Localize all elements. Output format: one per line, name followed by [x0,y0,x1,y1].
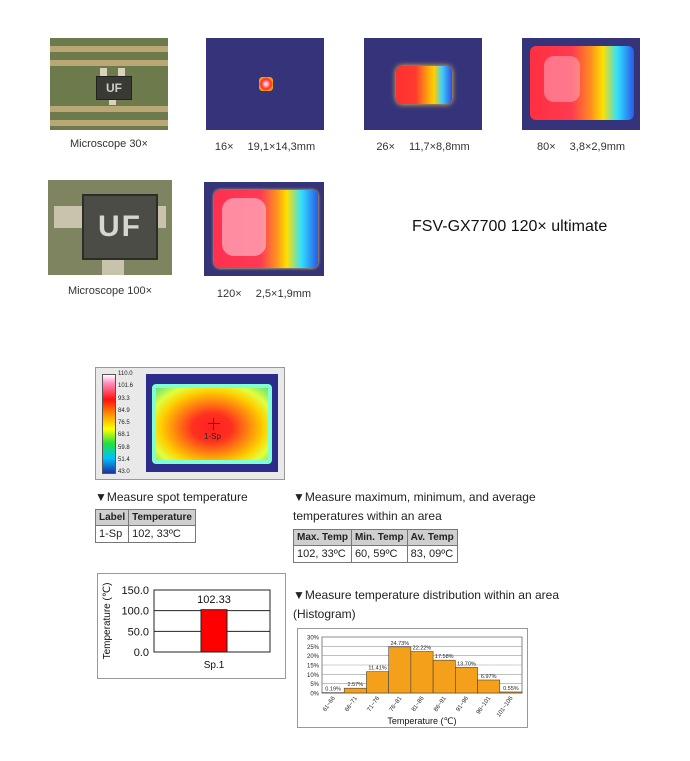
histogram-chart: 30% 25% 20% 15% 10% 5% 0% 0.19% 61~66 2.57% 66~71 1… [297,628,528,728]
hist-xtick-label: 101~106 [496,695,515,718]
thermal-spot-image: 1-Sp [146,374,278,472]
area-section-title-1: ▼Measure maximum, minimum, and average [293,490,536,504]
hist-xtick-label: 96~101 [476,695,493,716]
hist-bar [343,687,367,694]
area-cell-avg: 83, 09ºC [406,545,458,563]
chip-marking-large: UF [82,194,158,260]
area-cell-min: 60, 59ºC [350,545,408,563]
hist-ytick-label: 30% [307,636,320,642]
hist-ytick-label: 10% [307,673,320,679]
hist-bar [455,667,478,694]
bar-ytick-label: 100.0 [121,606,149,618]
hist-xtick-label: 61~66 [322,695,337,713]
spot-cell-temp: 102, 33ºC [128,525,196,543]
microscope-100x-image: UF [48,180,172,275]
hist-xtick-label: 91~96 [455,695,470,713]
microscope-30x-image: UF [50,38,168,130]
caption-16x: 16× 19,1×14,3mm [214,141,316,153]
caption-microscope-30x: Microscope 30× [70,138,148,150]
hist-value-label: 22.22% [413,646,432,652]
area-header-max: Max. Temp [293,529,352,546]
hist-value-label: 0.19% [325,687,341,693]
hist-value-label: 13.70% [457,661,476,667]
scale-tick-label: 76.5 [118,420,130,426]
caption-26x: 26× 11,7×8,8mm [376,141,470,153]
hist-xlabel: Temperature (℃) [387,716,456,726]
scale-tick-label: 68.1 [118,432,130,439]
color-scale-ticks: 110.0 101.6 93.3 84.9 76.5 68.1 59.8 51.4 43.0 [118,371,144,475]
color-scale-bar [102,374,116,474]
hist-ytick-label: 0% [310,692,319,698]
hist-value-label: 0.55% [503,686,519,692]
hist-section-title-1: ▼Measure temperature distribution within… [293,588,560,602]
hist-xtick-label: 66~71 [344,695,359,713]
spot-label: 1-Sp [204,432,221,441]
scale-tick-label: 93.3 [118,395,130,402]
hist-value-label: 11.41% [368,666,386,672]
scale-tick-label: 43.0 [118,469,130,475]
bar-ylabel: Temperature (℃) [102,583,113,660]
bar-ytick-label: 0.0 [134,647,149,659]
thermal-80x-image [522,38,640,130]
area-table: Max. Temp Min. Temp Av. Temp 102, 33ºC 6… [293,529,458,563]
area-section-title-2: temperatures within an area [293,509,442,523]
spot-bar-chart-svg: 150.0 100.0 50.0 0.0 102.33 Sp.1 Temperature (… [102,583,271,671]
hist-xtick-label: 86~91 [433,695,448,713]
hist-bar [432,659,456,694]
bar-sp1 [200,609,228,653]
hist-value-label: 17.58% [435,654,454,660]
hist-ytick-label: 15% [307,664,320,670]
thermal-120x-image [204,182,324,276]
spot-section-title: ▼Measure spot temperature [95,490,248,504]
scale-tick-label: 110.0 [118,371,133,377]
hist-section-title-2: (Histogram) [293,607,356,621]
thermal-26x-image [364,38,482,130]
chip-marking: UF [96,76,132,100]
area-header-avg: Av. Temp [406,529,458,546]
hist-ytick-label: 5% [310,682,319,688]
scale-tick-label: 101.6 [118,383,134,390]
hist-value-label: 24.73% [390,641,409,647]
ultimate-label: FSV-GX7700 120× ultimate [412,218,608,235]
scale-tick-label: 84.9 [118,407,130,414]
spot-header-temp: Temperature [128,509,196,526]
thermal-analysis-frame: 110.0 101.6 93.3 84.9 76.5 68.1 59.8 51.4 43.0 1… [95,367,285,480]
spot-table: Label Temperature 1-Sp 102, 33ºC [94,509,196,543]
hist-bar [410,651,434,694]
hist-value-label: 2.57% [348,682,364,688]
bar-value-label: 102.33 [197,594,231,606]
histogram-chart-svg: 30% 25% 20% 15% 10% 5% 0% 0.19% 61~66 2.57% 66~71 1… [307,636,523,726]
thermal-16x-image [206,38,324,130]
area-cell-max: 102, 33ºC [293,545,352,563]
hist-xtick-label: 71~76 [367,695,382,713]
bar-category-label: Sp.1 [204,660,225,671]
caption-80x: 80× 3,8×2,9mm [536,141,626,153]
hist-bar [388,646,412,694]
bar-ytick-label: 150.0 [121,585,149,597]
hist-bar [366,671,389,694]
caption-120x: 120× 2,5×1,9mm [216,288,312,300]
hist-bar [499,691,523,694]
bar-ytick-label: 50.0 [128,626,149,638]
caption-microscope-100x: Microscope 100× [67,285,153,297]
area-header-min: Min. Temp [350,529,408,546]
crosshair-icon [208,418,220,430]
hist-xtick-label: 76~81 [389,695,404,713]
scale-tick-label: 51.4 [118,456,130,463]
hist-bar [477,679,501,694]
hist-ytick-label: 20% [307,654,320,660]
spot-header-label: Label [94,509,130,526]
hist-xtick-label: 81~86 [411,695,426,713]
scale-tick-label: 59.8 [118,444,130,451]
spot-cell-label: 1-Sp [94,525,130,543]
hist-value-label: 6.97% [481,674,497,680]
spot-bar-chart: 150.0 100.0 50.0 0.0 102.33 Sp.1 Temperature (… [97,573,286,679]
hist-ytick-label: 25% [307,645,320,651]
